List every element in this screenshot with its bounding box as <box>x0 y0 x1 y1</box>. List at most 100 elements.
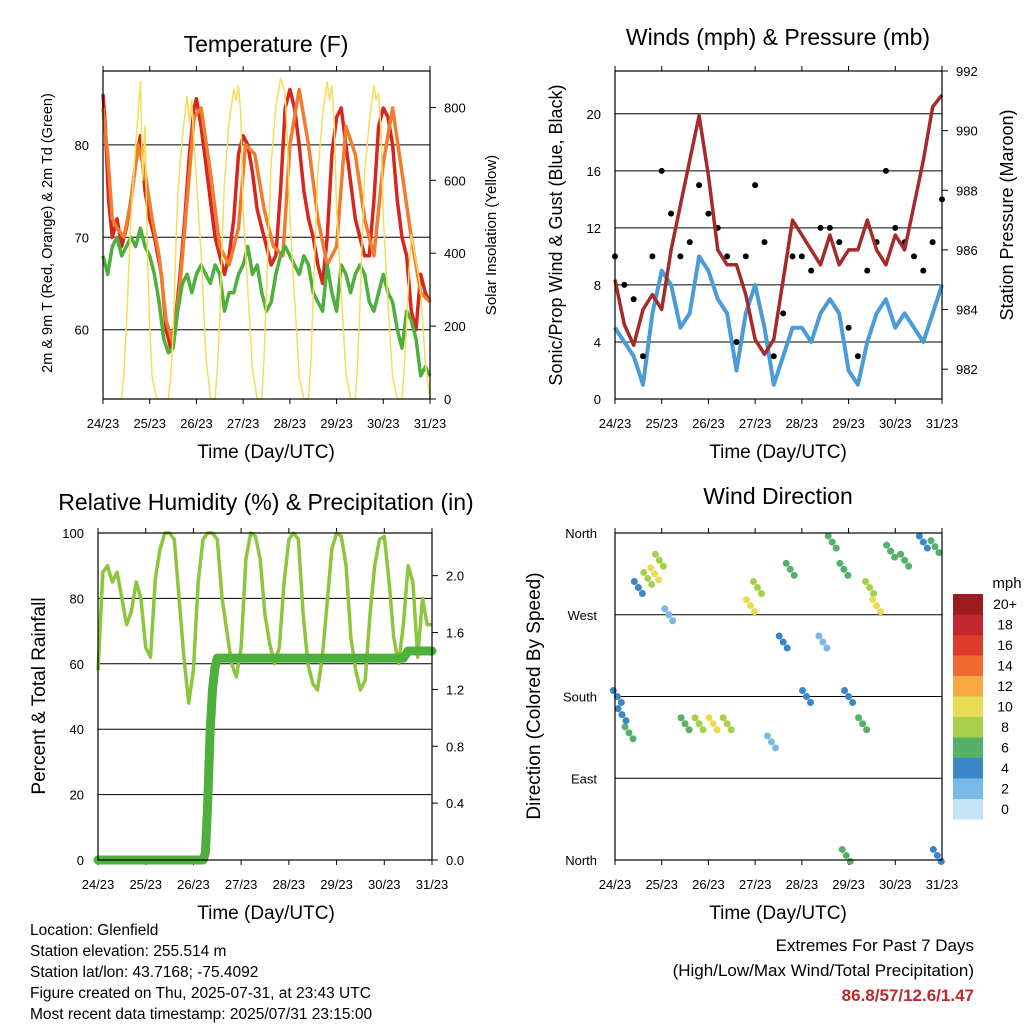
direction-direction-point <box>691 714 699 722</box>
humidity-ytick-label: 0 <box>77 853 84 868</box>
direction-direction-point <box>775 632 783 640</box>
winds-gust-point <box>658 167 665 174</box>
humidity-y2tick-label: 0.0 <box>446 853 464 868</box>
direction-xtick-label: 30/23 <box>879 877 912 892</box>
winds-xtick-label: 26/23 <box>692 416 725 431</box>
colorbar-swatch <box>953 614 983 635</box>
winds-y2tick-label: 990 <box>956 124 978 139</box>
winds-gust-point <box>724 253 731 260</box>
direction-direction-point <box>828 538 836 546</box>
winds-gust-point <box>742 253 749 260</box>
winds-gust-point <box>677 253 684 260</box>
humidity-xtick-label: 26/23 <box>177 877 210 892</box>
direction-direction-point <box>742 596 750 604</box>
direction-direction-point <box>838 845 846 853</box>
direction-direction-point <box>727 726 735 734</box>
direction-direction-point <box>723 720 731 728</box>
temperature-y2tick-label: 0 <box>444 392 451 407</box>
direction-xtick-label: 28/23 <box>786 877 819 892</box>
station-latlon: Station lat/lon: 43.7168; -75.4092 <box>30 964 259 981</box>
direction-ytick-label: East <box>571 771 597 786</box>
colorbar-label: 12 <box>997 678 1013 694</box>
temperature-ylabel: 2m & 9m T (Red, Orange) & 2m Td (Green) <box>40 93 56 373</box>
direction-panel: Wind Direction Time (Day/UTC) Direction … <box>524 483 1022 924</box>
direction-direction-point <box>651 570 659 578</box>
humidity-panel: Relative Humidity (%) & Precipitation (i… <box>29 489 474 924</box>
temperature-xtick-label: 25/23 <box>133 416 166 431</box>
direction-direction-point <box>695 720 703 728</box>
direction-direction-point <box>655 556 663 564</box>
humidity-y2tick-label: 0.8 <box>446 739 464 754</box>
direction-direction-point <box>647 564 655 572</box>
temperature-ytick-label: 60 <box>75 323 89 338</box>
direction-direction-point <box>866 584 874 591</box>
winds-gust-point <box>668 210 675 217</box>
winds-ytick-label: 16 <box>587 164 601 179</box>
winds-gust-point <box>789 253 796 260</box>
direction-ytick-label: South <box>563 690 597 705</box>
temperature-xtick-label: 26/23 <box>180 416 213 431</box>
humidity-title: Relative Humidity (%) & Precipitation (i… <box>58 489 473 515</box>
temperature-y2tick-label: 800 <box>444 100 466 115</box>
colorbar-label: 14 <box>997 658 1013 674</box>
direction-direction-point <box>648 580 656 588</box>
temperature-y2tick-label: 200 <box>444 319 466 334</box>
direction-direction-point <box>897 550 905 558</box>
direction-direction-point <box>655 576 663 584</box>
direction-direction-point <box>661 605 669 613</box>
direction-direction-point <box>779 638 787 646</box>
humidity-xtick-label: 27/23 <box>225 877 258 892</box>
direction-direction-point <box>638 590 646 597</box>
winds-ytick-label: 12 <box>587 221 601 236</box>
temperature-xtick-label: 24/23 <box>87 416 120 431</box>
colorbar-label: 8 <box>1001 719 1009 735</box>
colorbar-swatch <box>953 655 983 676</box>
winds-title: Winds (mph) & Pressure (mb) <box>626 24 930 50</box>
direction-direction-point <box>905 562 913 570</box>
temperature-ytick-label: 70 <box>75 230 89 245</box>
direction-direction-point <box>763 732 771 740</box>
humidity-xtick-label: 28/23 <box>273 877 306 892</box>
winds-gust-point <box>733 338 740 345</box>
colorbar-label: 4 <box>1001 760 1009 776</box>
direction-direction-point <box>933 851 941 859</box>
direction-direction-point <box>629 735 637 743</box>
winds-gust-point <box>845 324 852 331</box>
colorbar-label: 10 <box>997 699 1013 715</box>
humidity-y2tick-label: 1.6 <box>446 626 464 641</box>
winds-gust-point <box>910 253 917 260</box>
winds-gust-point <box>798 253 805 260</box>
direction-direction-point <box>790 571 798 579</box>
direction-direction-point <box>709 720 717 728</box>
direction-direction-point <box>937 857 945 865</box>
winds-gust-point <box>621 281 628 288</box>
humidity-xtick-label: 30/23 <box>368 877 401 892</box>
direction-direction-point <box>771 744 779 752</box>
winds-y2tick-label: 992 <box>956 64 978 79</box>
direction-direction-point <box>863 726 871 734</box>
winds-ytick-label: 0 <box>594 392 601 407</box>
direction-direction-point <box>767 738 775 746</box>
winds-gust-point <box>752 182 759 189</box>
direction-direction-point <box>713 726 721 734</box>
temperature-frame <box>102 70 431 400</box>
winds-xtick-label: 29/23 <box>832 416 865 431</box>
winds-ytick-label: 4 <box>594 335 601 350</box>
direction-direction-point <box>869 596 877 604</box>
direction-direction-point <box>927 537 935 545</box>
direction-direction-point <box>901 556 909 564</box>
winds-xtick-label: 30/23 <box>879 416 912 431</box>
winds-y2tick-label: 988 <box>956 183 978 198</box>
winds-ylabel: Sonic/Prop Wind & Gust (Blue, Black) <box>546 84 566 385</box>
humidity-ytick-label: 40 <box>70 722 84 737</box>
winds-ytick-label: 20 <box>587 107 601 122</box>
speed-colorbar: mph 20+ 18 16 14 12 10 8 6 4 2 0 <box>953 575 1022 820</box>
direction-direction-point <box>750 608 758 616</box>
winds-xtick-label: 27/23 <box>739 416 772 431</box>
direction-direction-point <box>883 541 891 549</box>
direction-direction-point <box>873 602 881 610</box>
direction-direction-point <box>859 720 867 728</box>
winds-xtick-label: 28/23 <box>786 416 819 431</box>
winds-y2tick-label: 986 <box>956 243 978 258</box>
direction-ytick-label: North <box>565 526 597 541</box>
